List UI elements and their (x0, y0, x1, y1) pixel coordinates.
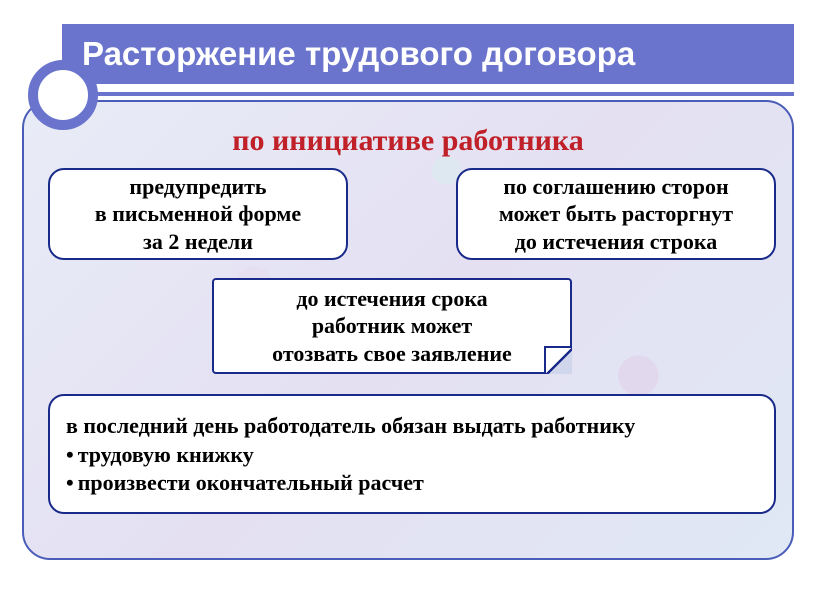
text-line: предупредить (60, 173, 336, 201)
info-box-notify: предупредить в письменной форме за 2 нед… (48, 168, 348, 260)
text-line: в последний день работодатель обязан выд… (66, 412, 635, 440)
info-box-employer-duties: в последний день работодатель обязан выд… (48, 394, 776, 514)
info-box-withdraw: до истечения срока работник может отозва… (212, 278, 572, 374)
info-box-agreement: по соглашению сторон может быть расторгн… (456, 168, 776, 260)
list-item: произвести окончательный расчет (66, 469, 424, 497)
page-fold-icon (544, 346, 572, 374)
slide-title: Расторжение трудового договора (82, 35, 635, 73)
subtitle: по инициативе работника (0, 124, 816, 158)
text-line: за 2 недели (60, 228, 336, 256)
list-item: трудовую книжку (66, 441, 424, 469)
text-line: до истечения срока (224, 285, 560, 313)
title-bullet-circle (28, 60, 98, 130)
duties-list: трудовую книжку произвести окончательный… (66, 441, 424, 496)
title-underline (92, 92, 794, 96)
text-line: по соглашению сторон (468, 173, 764, 201)
text-line: может быть расторгнут (468, 200, 764, 228)
title-bar: Расторжение трудового договора (62, 24, 794, 84)
text-line: отозвать свое заявление (224, 340, 560, 368)
text-line: работник может (224, 312, 560, 340)
text-line: в письменной форме (60, 200, 336, 228)
text-line: до истечения строка (468, 228, 764, 256)
